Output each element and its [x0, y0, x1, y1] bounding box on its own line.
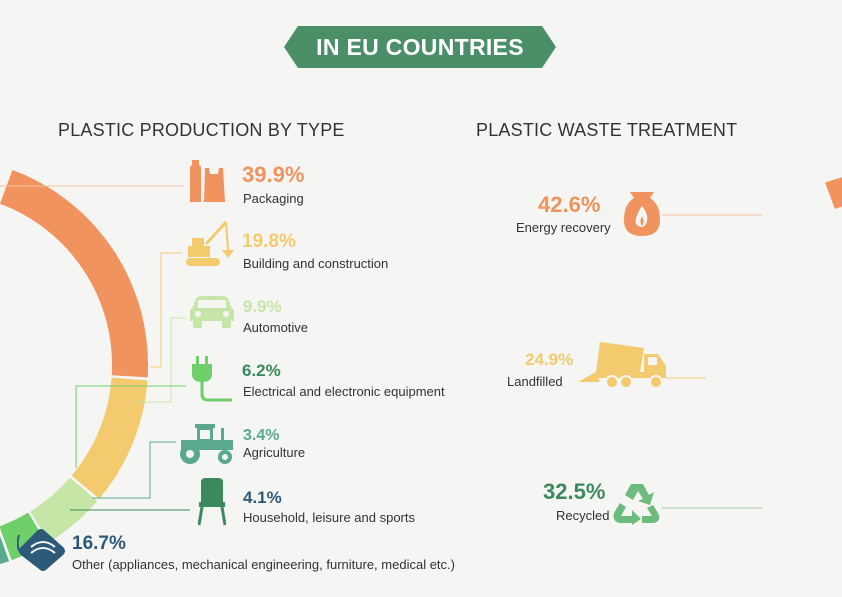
tractor-icon — [177, 422, 237, 471]
donut-slice-electrical — [0, 512, 47, 561]
donut-slice-building — [71, 377, 148, 499]
other-percent: 16.7% — [72, 533, 126, 554]
household-label: Household, leisure and sports — [243, 510, 415, 525]
mask-icon — [16, 525, 69, 576]
production-donut — [0, 170, 149, 565]
building-percent: 19.8% — [242, 231, 296, 252]
recycle-icon — [612, 481, 662, 530]
sack-flame-icon — [622, 190, 662, 243]
title-banner: IN EU COUNTRIES — [284, 26, 556, 68]
packaging-percent: 39.9% — [242, 162, 305, 187]
landfill-percent: 24.9% — [525, 350, 574, 369]
crane-icon — [184, 220, 238, 275]
electrical-label: Electrical and electronic equipment — [243, 384, 445, 399]
donut-slice-energy — [825, 177, 842, 209]
recycle-label: Recycled — [556, 508, 610, 523]
other-label: Other (appliances, mechanical engineerin… — [72, 557, 455, 572]
donut-slice-packaging — [0, 170, 149, 378]
dump-truck-icon — [578, 338, 670, 395]
electrical-percent: 6.2% — [242, 361, 281, 380]
car-icon — [188, 295, 236, 336]
household-percent: 4.1% — [243, 488, 282, 507]
automotive-label: Automotive — [243, 320, 309, 335]
packaging-label: Packaging — [243, 191, 304, 206]
banner-shape — [284, 26, 556, 68]
waste-chart-title: PLASTIC WASTE TREATMENT — [476, 120, 738, 140]
leader-building — [150, 252, 182, 368]
donut-slice-automotive — [29, 477, 98, 543]
energy-percent: 42.6% — [538, 192, 601, 217]
recycle-percent: 32.5% — [543, 479, 606, 504]
landfill-label: Landfilled — [507, 374, 563, 389]
banner-title: IN EU COUNTRIES — [316, 34, 524, 60]
bottle-bag-icon — [188, 160, 234, 209]
energy-label: Energy recovery — [516, 220, 611, 235]
donut-slice-agriculture — [0, 535, 10, 565]
automotive-percent: 9.9% — [243, 297, 282, 316]
agriculture-label: Agriculture — [243, 445, 306, 460]
production-chart-title: PLASTIC PRODUCTION BY TYPE — [58, 120, 345, 140]
agriculture-percent: 3.4% — [243, 427, 280, 444]
leader-electrical — [75, 385, 186, 468]
building-label: Building and construction — [243, 256, 389, 271]
waste-donut — [825, 177, 842, 209]
chair-icon — [197, 478, 227, 531]
leader-agriculture — [92, 441, 176, 499]
plug-icon — [192, 356, 232, 407]
leader-lines — [0, 185, 762, 511]
leader-automotive — [134, 317, 186, 403]
